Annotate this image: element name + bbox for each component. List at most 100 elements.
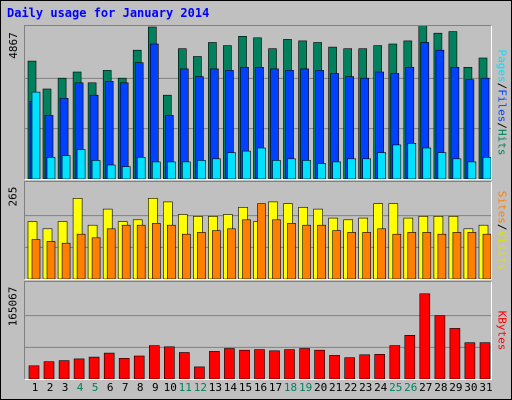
legend-files: Files	[495, 89, 509, 123]
pages-bar	[136, 157, 146, 179]
visits-y-max-value: 265	[6, 186, 20, 206]
pages-bar	[227, 152, 236, 179]
sites-bar	[136, 224, 146, 279]
sites-bar	[182, 233, 191, 279]
pages-bar	[106, 164, 116, 179]
pages-bar	[317, 163, 326, 179]
sites-bar	[106, 228, 116, 279]
sites-bar	[422, 232, 432, 279]
x-tick-label: 20	[313, 381, 328, 394]
x-tick-label: 12	[193, 381, 208, 394]
files-bar	[104, 80, 114, 179]
kbytes-bar	[149, 345, 160, 379]
files-bar	[330, 73, 339, 179]
files-bar	[375, 71, 385, 179]
pages-bar	[482, 157, 491, 179]
hits-y-max-value: 4867	[6, 31, 20, 59]
kbytes-bar	[464, 342, 476, 379]
x-tick-label: 24	[374, 381, 388, 394]
kbytes-bar	[164, 346, 175, 379]
pages-bar	[407, 143, 417, 179]
kbytes-panel	[24, 281, 492, 380]
sites-bar	[437, 233, 447, 279]
x-tick-label: 10	[163, 381, 177, 394]
pages-bar	[152, 161, 161, 179]
x-tick-label: 3	[61, 381, 69, 394]
hits-files-pages-panel	[24, 25, 492, 180]
x-tick-label: 14	[223, 381, 238, 394]
x-tick-label: 16	[253, 381, 268, 394]
sites-bar	[332, 230, 341, 279]
visits-y-max-label: 265	[4, 181, 22, 211]
pages-bar	[197, 160, 206, 179]
sites-bar	[302, 224, 311, 279]
visits-sites-plot	[25, 197, 491, 279]
x-tick-label: 19	[298, 381, 313, 394]
x-tick-label: 13	[208, 381, 223, 394]
sites-bar	[452, 232, 462, 279]
kbytes-bar	[269, 350, 280, 379]
pages-bar	[377, 152, 387, 179]
pages-bar	[392, 144, 402, 179]
kbytes-bar	[224, 348, 235, 379]
hits-legend: Pages/Files/Hits	[493, 25, 511, 180]
kbytes-bar	[284, 349, 295, 379]
sites-bar	[152, 223, 161, 279]
files-bar	[134, 62, 144, 179]
x-tick-label: 26	[404, 381, 418, 394]
files-bar	[59, 98, 69, 179]
kbytes-bar	[359, 354, 371, 379]
visits-legend-text: Sites/Visits	[496, 191, 509, 271]
visits-sites-panel	[24, 181, 492, 280]
sites-bar	[46, 241, 56, 279]
kbytes-bar	[329, 355, 340, 379]
sites-bar	[467, 232, 477, 279]
kbytes-bar	[314, 349, 325, 379]
files-bar	[165, 115, 174, 179]
x-tick-label: 22	[344, 381, 358, 394]
kbytes-bar	[239, 349, 250, 379]
kbytes-bar	[419, 293, 431, 379]
x-tick-label: 6	[106, 381, 114, 394]
files-bar	[150, 43, 159, 179]
kbytes-bar	[28, 365, 40, 379]
pages-bar	[31, 91, 41, 179]
files-bar	[195, 76, 204, 179]
kbytes-bar	[389, 345, 401, 379]
sites-bar	[407, 232, 417, 279]
sites-bar	[317, 224, 326, 279]
x-tick-label: 7	[121, 381, 129, 394]
files-bar	[225, 70, 234, 179]
legend-kbytes: KBytes	[495, 310, 509, 351]
x-tick-label: 25	[389, 381, 403, 394]
sites-bar	[362, 232, 372, 279]
files-bar	[210, 68, 219, 179]
files-bar	[360, 77, 370, 179]
pages-bar	[362, 158, 372, 179]
pages-bar	[182, 161, 191, 179]
files-bar	[89, 94, 99, 179]
legend-sites: Sites	[495, 190, 509, 224]
x-tick-label: 15	[238, 381, 253, 394]
pages-bar	[212, 158, 221, 179]
sites-bar	[392, 233, 402, 279]
x-tick-label: 27	[419, 381, 433, 394]
kbytes-bar	[194, 366, 205, 379]
kbytes-bar	[179, 352, 190, 379]
pages-bar	[287, 158, 296, 179]
pages-bar	[257, 147, 266, 179]
sites-bar	[197, 232, 206, 279]
pages-bar	[302, 160, 311, 179]
hits-legend-text: Pages/Files/Hits	[496, 50, 509, 156]
hits-y-max-label: 4867	[4, 25, 22, 65]
pages-bar	[332, 161, 341, 179]
files-bar	[180, 68, 189, 179]
pages-bar	[46, 157, 56, 179]
files-bar	[435, 49, 445, 179]
files-bar	[480, 77, 490, 179]
files-bar	[44, 115, 54, 179]
sites-bar	[61, 242, 71, 279]
sites-bar	[167, 224, 176, 279]
kbytes-bar	[43, 361, 55, 379]
